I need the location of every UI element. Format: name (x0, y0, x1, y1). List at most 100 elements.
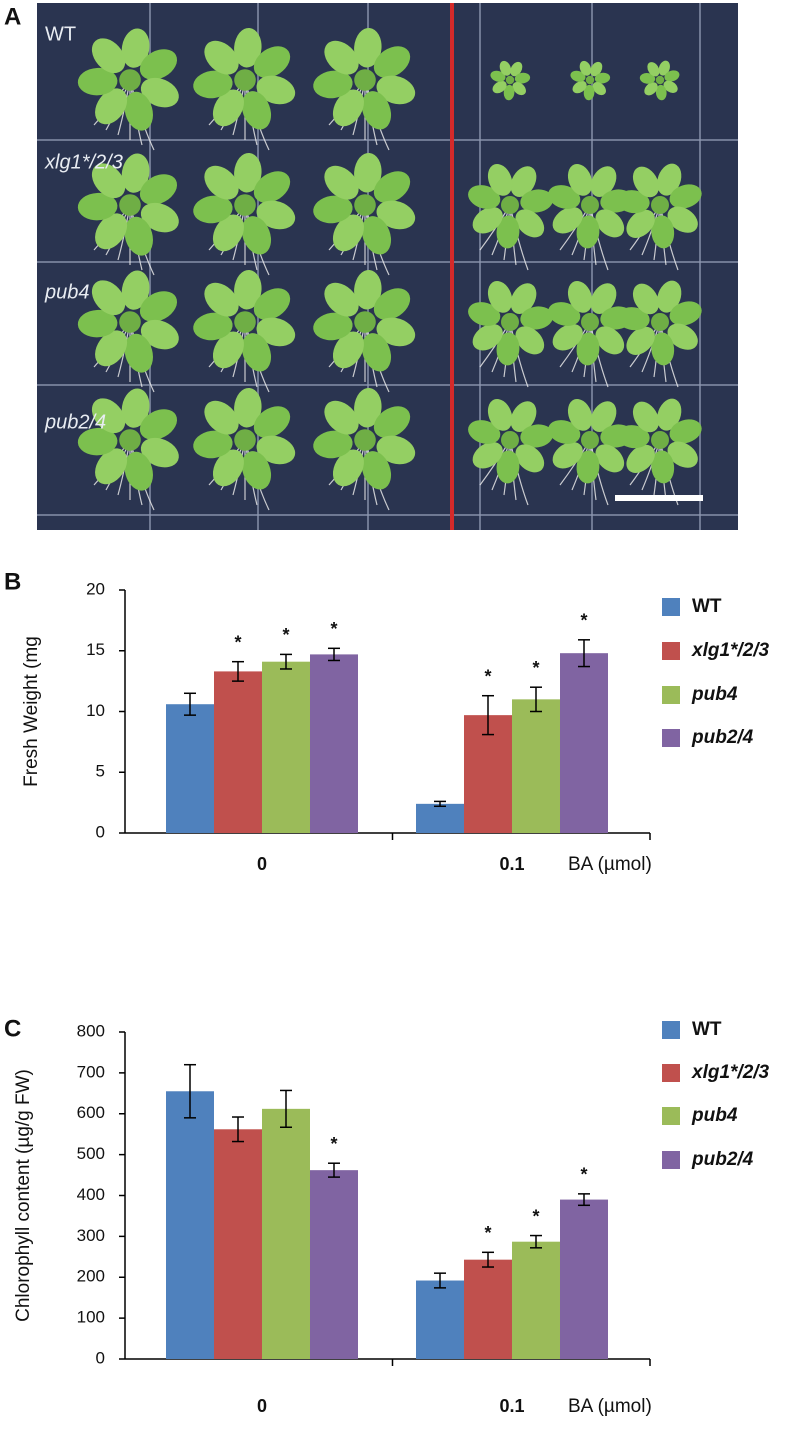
rosette-center (119, 429, 141, 451)
leaf (241, 216, 272, 255)
significance-mark: * (330, 619, 337, 639)
bar (214, 671, 262, 833)
leaf (658, 60, 670, 76)
error-bar (578, 1193, 590, 1207)
leaf (91, 38, 126, 74)
y-tick-label: 200 (77, 1267, 105, 1286)
rosette-center (234, 311, 256, 333)
rosette-center (505, 75, 515, 85)
x-tick-label: 0.1 (499, 854, 524, 874)
leaf (332, 331, 364, 369)
leaf (95, 448, 128, 485)
leaf (324, 400, 359, 435)
error-bar (578, 639, 590, 668)
leaf (520, 424, 554, 448)
row-label: WT (45, 23, 76, 45)
leaf (487, 398, 513, 431)
leaf (520, 189, 554, 213)
leaf (256, 317, 296, 347)
bar (560, 653, 608, 833)
legend-label: xlg1*/2/3 (691, 1062, 770, 1083)
leaf (632, 401, 659, 433)
leaf (583, 84, 595, 101)
leaf (468, 185, 501, 209)
error-bar (232, 1116, 244, 1143)
leaf (253, 171, 291, 203)
leaf (657, 398, 682, 431)
bar (512, 1241, 560, 1359)
legend-swatch (662, 598, 680, 616)
rosette-center (234, 69, 256, 91)
leaf (313, 430, 353, 459)
y-tick-label: 15 (86, 640, 105, 659)
leaf (204, 40, 239, 75)
significance-mark: * (282, 625, 289, 645)
leaf (514, 72, 531, 84)
leaf (361, 451, 392, 490)
legend-label: WT (692, 596, 722, 617)
leaf (468, 420, 501, 444)
leaf (376, 200, 416, 230)
y-tick-label: 400 (77, 1185, 105, 1204)
rosette-center (581, 313, 599, 331)
legend-swatch (662, 1021, 680, 1039)
leaf (657, 163, 682, 196)
y-tick-label: 100 (77, 1308, 105, 1327)
leaf (548, 185, 581, 209)
leaf (324, 282, 359, 317)
leaf (639, 73, 656, 84)
leaf (572, 80, 587, 94)
leaf (354, 152, 382, 193)
panel-label: B (4, 568, 21, 595)
legend-label: xlg1*/2/3 (691, 640, 770, 661)
leaf (595, 326, 625, 355)
leaf (616, 307, 650, 331)
leaf (515, 209, 545, 238)
leaf (567, 280, 593, 313)
leaf (313, 312, 353, 341)
leaf (548, 420, 581, 444)
leaf (332, 214, 364, 252)
leaf (669, 419, 702, 444)
y-axis-label: Fresh Weight (mg (21, 636, 42, 787)
leaf (140, 437, 179, 468)
rosette-center (234, 429, 256, 451)
significance-mark: * (580, 1165, 587, 1185)
leaf (77, 309, 118, 338)
x-tick-label: 0.1 (499, 1396, 524, 1416)
y-tick-label: 800 (77, 1021, 105, 1040)
y-tick-label: 0 (96, 822, 105, 841)
y-tick-label: 300 (77, 1226, 105, 1245)
leaf (667, 323, 698, 350)
rosette-center (234, 194, 256, 216)
leaf (510, 166, 537, 198)
leaf (77, 67, 118, 96)
leaf (632, 283, 659, 315)
x-axis-label: BA (µmol) (568, 854, 652, 875)
leaf (91, 163, 126, 199)
leaf (595, 444, 625, 473)
significance-mark: * (234, 632, 241, 652)
leaf (234, 152, 262, 193)
leaf (121, 153, 150, 193)
leaf (256, 200, 296, 230)
leaf (468, 302, 501, 326)
leaf (234, 387, 262, 428)
error-bar (530, 1234, 542, 1249)
leaf (324, 40, 359, 75)
leaf (496, 215, 520, 249)
y-tick-label: 10 (86, 701, 105, 720)
leaf (626, 444, 655, 473)
error-bar (328, 1162, 340, 1178)
leaf (651, 450, 675, 484)
leaf (651, 332, 675, 366)
leaf (212, 214, 244, 252)
y-tick-label: 500 (77, 1144, 105, 1163)
error-bar (280, 653, 292, 670)
leaf (515, 326, 545, 355)
leaf (376, 75, 416, 105)
error-bar (530, 686, 542, 713)
row-label: pub4 (44, 281, 90, 303)
leaf (140, 77, 179, 108)
rosette-center (119, 311, 141, 333)
